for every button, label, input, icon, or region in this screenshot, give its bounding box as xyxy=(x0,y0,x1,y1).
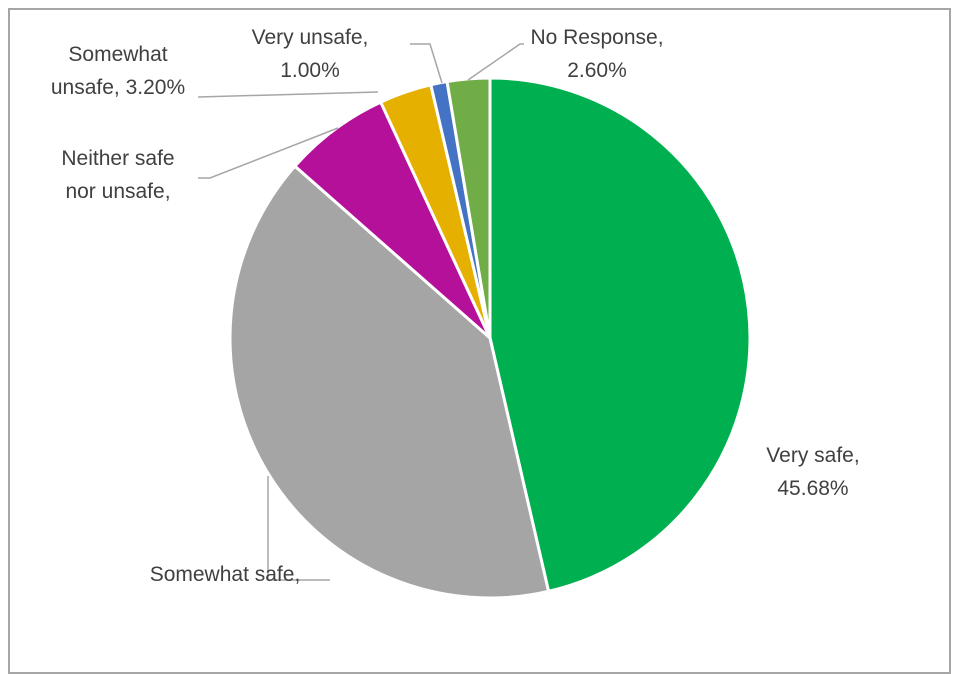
data-label-neither-safe-nor-unsafe: Neither safe nor unsafe, xyxy=(61,147,174,203)
leader-line-neither-safe-nor-unsafe xyxy=(198,127,339,179)
data-label-line: 45.68% xyxy=(777,477,848,500)
data-label-line: No Response, xyxy=(530,26,663,49)
data-label-line: Somewhat safe, xyxy=(150,563,301,586)
pie-slice-somewhat-safe xyxy=(228,164,551,600)
leader-line-no-response xyxy=(467,43,524,81)
data-label-line: Neither safe xyxy=(61,147,174,170)
data-label-no-response: No Response, 2.60% xyxy=(530,26,663,82)
leader-line-very-unsafe xyxy=(410,43,443,84)
data-label-line: 1.00% xyxy=(280,59,340,82)
data-label-line: 2.60% xyxy=(567,59,627,82)
data-label-line: Somewhat xyxy=(68,43,167,66)
labels-layer: Very safe, 45.68% Somewhat safe, Neither sa… xyxy=(51,26,860,586)
data-label-line: unsafe, 3.20% xyxy=(51,76,185,99)
data-label-line: Very safe, xyxy=(766,444,859,467)
data-label-somewhat-unsafe: Somewhat unsafe, 3.20% xyxy=(51,43,185,99)
leader-line-somewhat-unsafe xyxy=(197,91,379,98)
leader-line-somewhat-safe xyxy=(267,476,330,581)
data-label-line: nor unsafe, xyxy=(65,180,170,203)
pie-slice-very-safe xyxy=(488,76,752,593)
data-label-very-unsafe: Very unsafe, 1.00% xyxy=(252,26,369,82)
leader-lines-layer xyxy=(197,43,524,581)
slices-layer xyxy=(228,76,752,600)
data-label-line: Very unsafe, xyxy=(252,26,369,49)
data-label-very-safe: Very safe, 45.68% xyxy=(766,444,859,500)
data-label-somewhat-safe: Somewhat safe, xyxy=(150,563,301,586)
